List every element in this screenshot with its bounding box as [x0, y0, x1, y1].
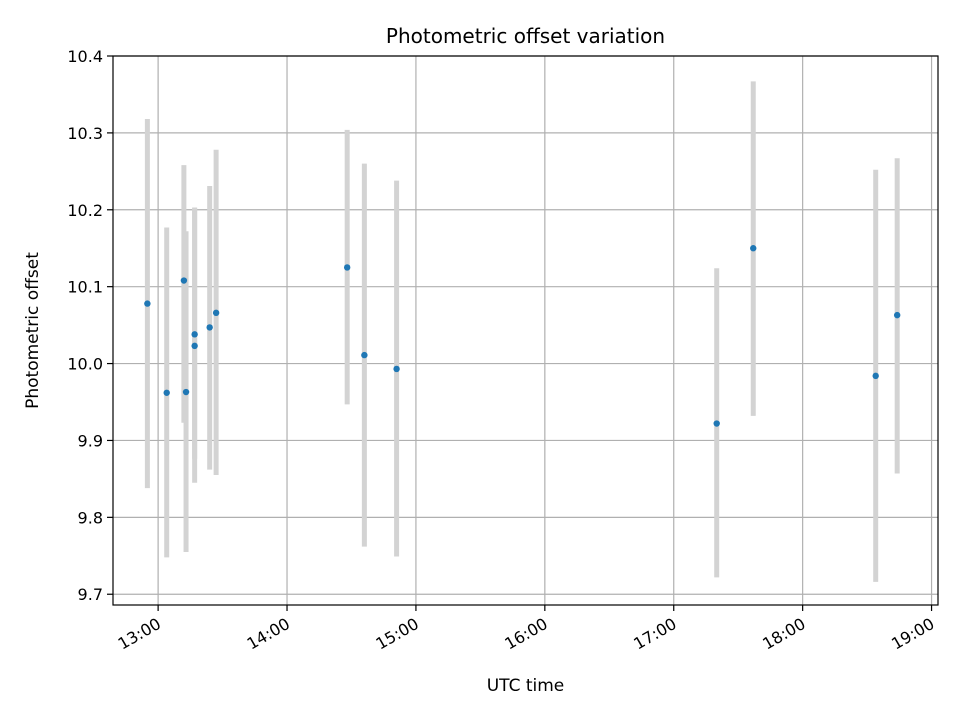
- x-tick-label: 17:00: [630, 614, 679, 654]
- x-tick-label: 19:00: [888, 614, 937, 654]
- data-point: [191, 331, 198, 338]
- data-points: [144, 245, 901, 427]
- plot-frame: [112, 55, 939, 606]
- y-tick-label: 10.4: [67, 47, 103, 66]
- y-tick-label: 9.8: [78, 508, 103, 527]
- y-tick-label: 10.2: [67, 201, 103, 220]
- data-point: [144, 300, 151, 307]
- data-point: [343, 264, 351, 271]
- y-tick-label: 9.7: [78, 585, 103, 604]
- data-point: [893, 311, 901, 319]
- data-point: [163, 389, 170, 396]
- x-tick-label: 14:00: [244, 614, 293, 654]
- x-tick-label: 18:00: [759, 614, 808, 654]
- data-point: [191, 342, 198, 350]
- data-point: [872, 372, 879, 380]
- data-point: [750, 245, 757, 252]
- error-bars: [144, 81, 900, 582]
- y-tick-label: 10.1: [67, 278, 103, 297]
- x-tick-label: 15:00: [372, 614, 421, 654]
- x-tick-label: 16:00: [501, 614, 550, 654]
- chart-title: Photometric offset variation: [386, 24, 665, 48]
- y-tick-label: 9.9: [78, 431, 103, 450]
- data-point: [182, 388, 190, 396]
- data-point: [206, 324, 213, 331]
- data-point: [713, 420, 720, 427]
- y-axis-title: Photometric offset: [23, 252, 43, 409]
- data-point: [180, 277, 188, 284]
- x-axis-title: UTC time: [487, 676, 565, 696]
- x-tick-label: 13:00: [115, 614, 164, 654]
- axis-ticks: 13:00 14:00 15:00 16:00 17:00 18:00 19:00 9.7 9.…: [67, 47, 937, 654]
- data-point: [361, 351, 368, 359]
- y-tick-label: 10.3: [67, 124, 103, 143]
- y-tick-label: 10.0: [67, 355, 103, 374]
- data-point: [393, 365, 400, 373]
- grid: [113, 55, 938, 605]
- data-point: [212, 309, 220, 317]
